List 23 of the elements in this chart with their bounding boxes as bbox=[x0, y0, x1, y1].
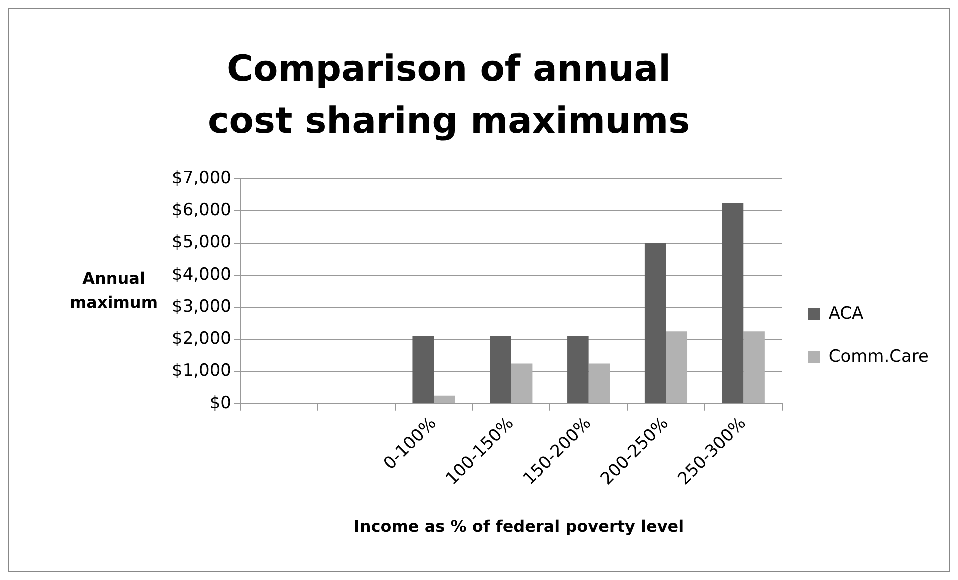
legend-label: ACA bbox=[828, 304, 864, 324]
y-axis-title: Annual maximum bbox=[70, 269, 158, 312]
bar bbox=[412, 336, 434, 404]
y-tick-label: $4,000 bbox=[172, 264, 232, 285]
bar bbox=[588, 364, 610, 404]
y-tick-label: $1,000 bbox=[172, 361, 232, 382]
y-tick-label: $6,000 bbox=[172, 200, 232, 221]
bar bbox=[434, 396, 456, 404]
legend-label: Comm.Care bbox=[828, 346, 930, 367]
bar bbox=[722, 203, 744, 404]
bar bbox=[644, 243, 666, 404]
bar bbox=[666, 332, 688, 404]
y-tick-label: $7,000 bbox=[172, 168, 232, 188]
bar bbox=[744, 332, 765, 404]
bar bbox=[511, 364, 533, 404]
y-tick-label: $0 bbox=[210, 393, 232, 414]
y-tick-label: $2,000 bbox=[172, 329, 232, 350]
y-tick-label: $5,000 bbox=[172, 232, 232, 253]
x-axis-title: Income as % of federal poverty level bbox=[352, 517, 686, 536]
bar bbox=[490, 336, 512, 404]
chart-title: Comparison of annual cost sharing maximums bbox=[206, 48, 692, 144]
bar bbox=[568, 336, 589, 404]
y-tick-label: $3,000 bbox=[172, 296, 232, 317]
